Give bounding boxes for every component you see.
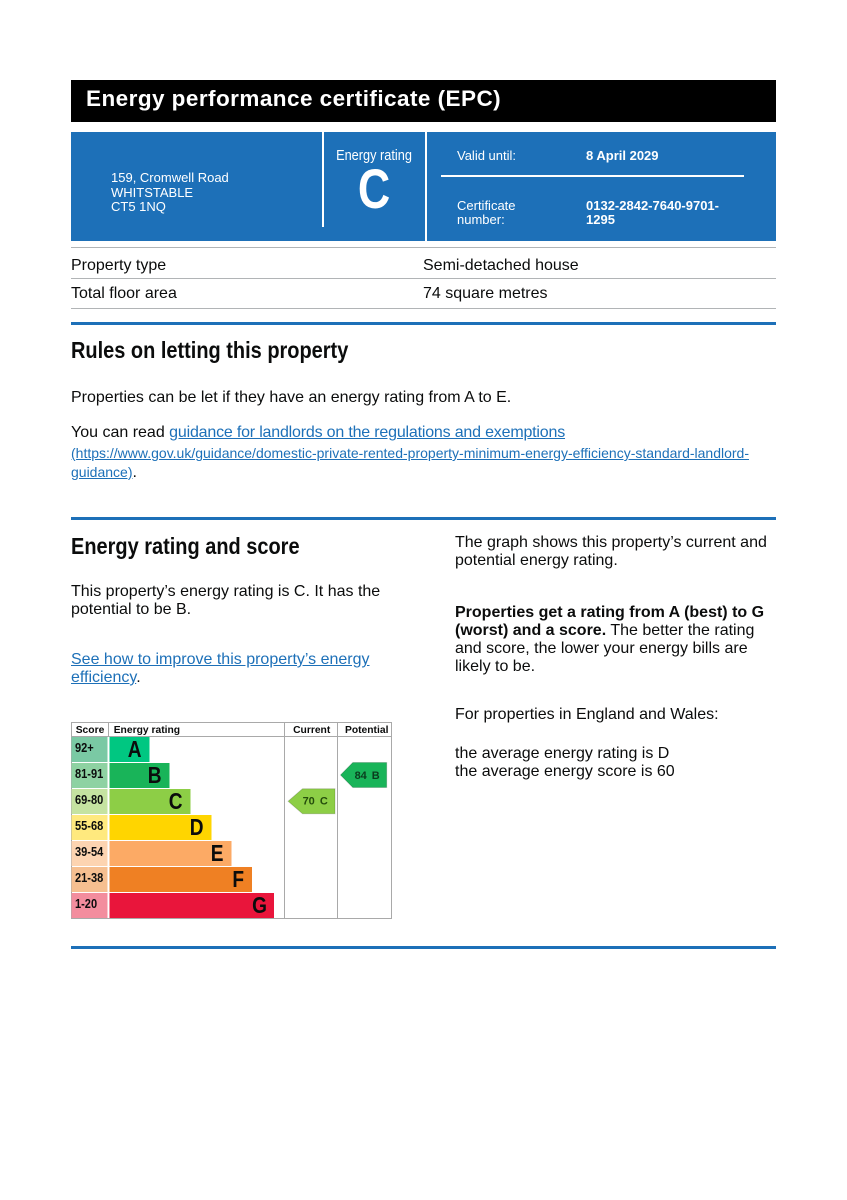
- svg-text:C: C: [320, 796, 328, 808]
- svg-text:C: C: [169, 789, 183, 814]
- svg-text:81-91: 81-91: [75, 766, 103, 781]
- svg-text:92+: 92+: [75, 740, 94, 755]
- svg-text:A: A: [128, 737, 142, 762]
- svg-text:G: G: [252, 893, 267, 918]
- svg-text:84: 84: [355, 770, 368, 782]
- svg-text:39-54: 39-54: [75, 844, 103, 859]
- svg-text:21-38: 21-38: [75, 870, 103, 885]
- svg-text:B: B: [372, 770, 380, 782]
- svg-text:Current: Current: [293, 725, 331, 736]
- svg-text:1-20: 1-20: [75, 896, 97, 911]
- svg-text:55-68: 55-68: [75, 818, 103, 833]
- svg-text:Score: Score: [76, 725, 105, 736]
- svg-text:E: E: [211, 841, 224, 866]
- svg-text:D: D: [190, 815, 204, 840]
- svg-text:F: F: [232, 867, 244, 892]
- svg-text:B: B: [148, 763, 162, 788]
- svg-text:Potential: Potential: [345, 725, 389, 736]
- svg-text:Energy rating: Energy rating: [114, 725, 180, 736]
- svg-text:69-80: 69-80: [75, 792, 103, 807]
- svg-text:70: 70: [303, 796, 315, 808]
